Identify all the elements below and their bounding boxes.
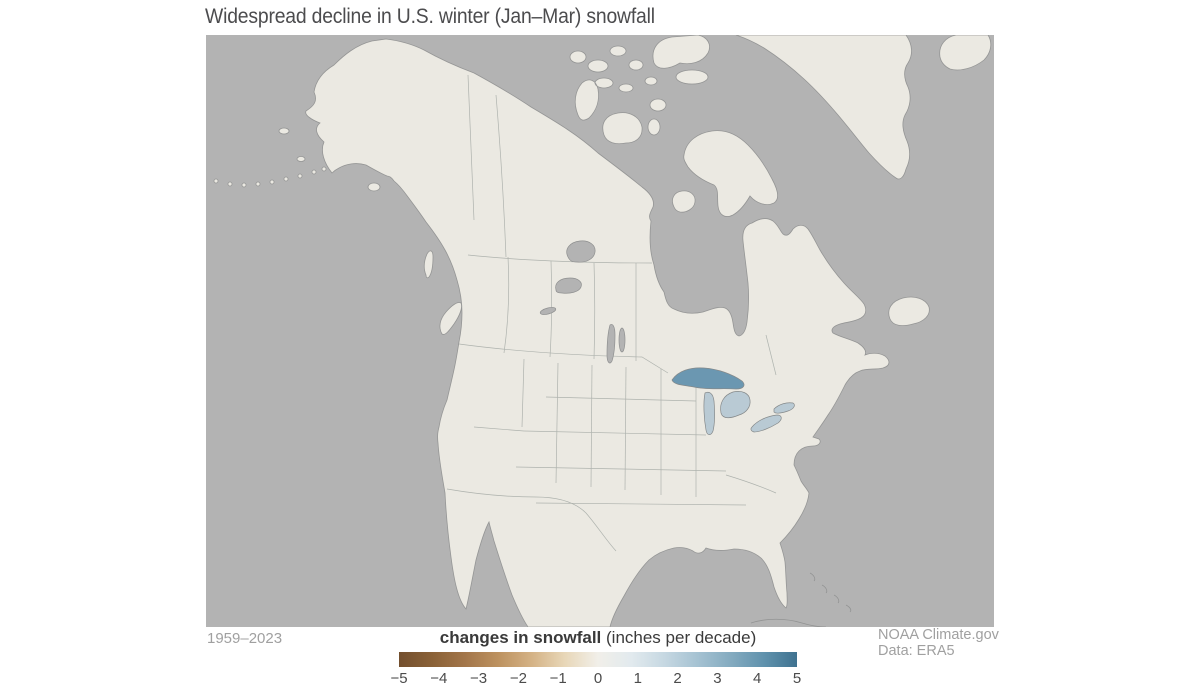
colorbar-tick: 0 — [593, 670, 603, 687]
bahamas — [821, 584, 828, 594]
lake-erie — [750, 414, 782, 433]
state-province-borders — [446, 74, 777, 552]
colorbar-title-bold: changes in snowfall — [439, 628, 602, 647]
bahamas — [845, 604, 852, 613]
cuba-coast — [750, 618, 827, 627]
lake-winnipegosis — [618, 327, 626, 353]
source-credits: NOAA Climate.gov Data: ERA5 — [878, 627, 999, 659]
northern-lakes — [539, 240, 626, 364]
credit-line-1: NOAA Climate.gov — [878, 627, 999, 643]
caribbean-coastlines — [750, 572, 852, 627]
colorbar-tick-labels: −5 −4 −3 −2 −1 0 1 2 3 4 5 — [390, 670, 801, 688]
lake-huron — [720, 391, 751, 419]
colorbar-title: changes in snowfall (inches per decade) — [399, 628, 797, 648]
colorbar-tick: −5 — [390, 670, 408, 687]
map-panel — [206, 35, 994, 627]
colorbar-gradient — [399, 652, 797, 667]
great-lakes — [671, 367, 795, 435]
colorbar-tick: 5 — [792, 670, 802, 687]
colorbar-title-units: (inches per decade) — [601, 628, 757, 647]
colorbar-tick: 3 — [713, 670, 722, 687]
colorbar-tick: −2 — [509, 670, 527, 687]
bahamas — [833, 594, 840, 604]
great-slave-lake — [555, 277, 582, 294]
period-label: 1959–2023 — [207, 630, 283, 647]
colorbar-tick: 2 — [673, 670, 682, 687]
bahamas — [809, 572, 816, 582]
lake-athabasca — [539, 307, 557, 315]
lake-ontario — [773, 402, 795, 414]
colorbar-tick: −4 — [430, 670, 448, 687]
colorbar-tick: −3 — [470, 670, 488, 687]
colorbar-tick: 4 — [753, 670, 762, 687]
lake-winnipeg — [606, 324, 616, 364]
lake-michigan — [703, 391, 716, 435]
figure-title: Widespread decline in U.S. winter (Jan–M… — [205, 4, 655, 28]
colorbar-tick: −1 — [549, 670, 567, 687]
north-america-map — [206, 35, 994, 627]
great-bear-lake — [566, 240, 596, 263]
lake-superior — [671, 367, 745, 390]
colorbar-tick: 1 — [633, 670, 642, 687]
credit-line-2: Data: ERA5 — [878, 643, 955, 659]
